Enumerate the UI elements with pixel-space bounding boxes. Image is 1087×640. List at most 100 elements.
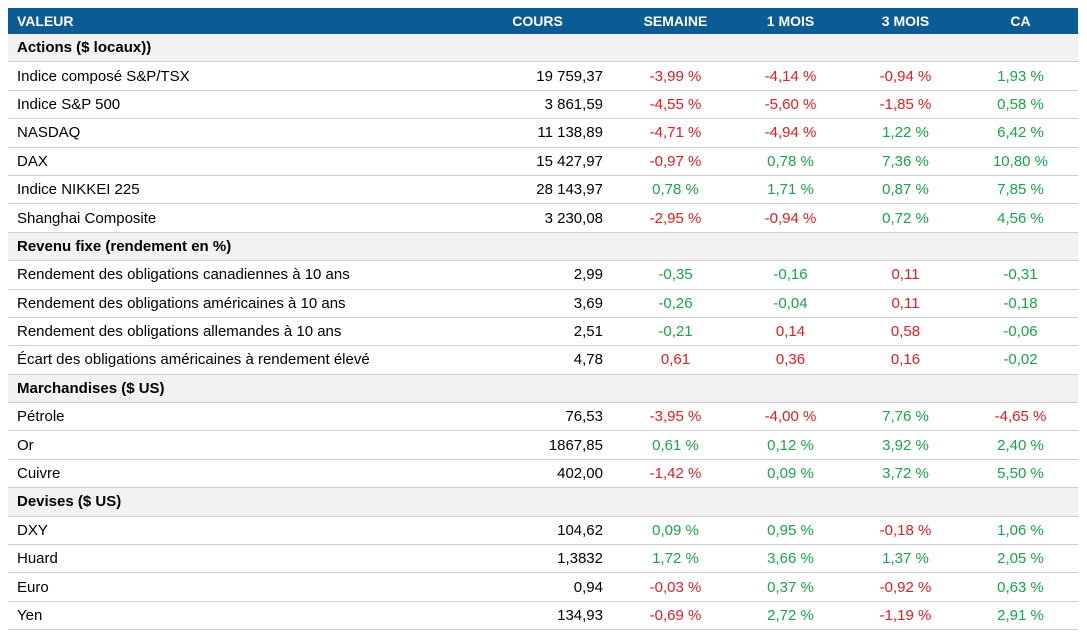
change-cell: 6,42 % bbox=[963, 118, 1078, 148]
price-cell: 2,99 bbox=[500, 260, 618, 290]
market-table: VALEUR COURS SEMAINE 1 MOIS 3 MOIS CA Actions… bbox=[8, 8, 1078, 631]
change-cell: -0,03 % bbox=[618, 572, 733, 602]
data-row: Indice NIKKEI 225 28 143,97 0,78 % 1,71 % 0,… bbox=[8, 175, 1078, 205]
change-cell: 0,63 % bbox=[963, 572, 1078, 602]
change-cell: 2,72 % bbox=[733, 601, 848, 631]
data-row: NASDAQ 11 138,89 -4,71 % -4,94 % 1,22 % 6,42 … bbox=[8, 118, 1078, 148]
row-label: Écart des obligations américaines à rend… bbox=[8, 345, 500, 375]
change-cell: 1,72 % bbox=[618, 544, 733, 574]
price-cell: 15 427,97 bbox=[500, 147, 618, 176]
change-cell: 0,11 bbox=[848, 289, 963, 318]
change-cell: 7,85 % bbox=[963, 175, 1078, 205]
data-row: Rendement des obligations américaines à … bbox=[8, 289, 1078, 318]
change-cell: 1,71 % bbox=[733, 175, 848, 205]
change-cell: -0,69 % bbox=[618, 601, 733, 631]
row-label: Huard bbox=[8, 544, 500, 574]
change-cell: 0,36 bbox=[733, 345, 848, 375]
change-cell: -0,02 bbox=[963, 345, 1078, 375]
row-label: Indice composé S&P/TSX bbox=[8, 61, 500, 91]
data-row: Indice composé S&P/TSX 19 759,37 -3,99 % -4… bbox=[8, 61, 1078, 91]
change-cell: 0,12 % bbox=[733, 430, 848, 460]
change-cell: 1,37 % bbox=[848, 544, 963, 574]
change-cell: 0,14 bbox=[733, 317, 848, 347]
change-cell: 0,61 % bbox=[618, 430, 733, 460]
price-cell: 3 230,08 bbox=[500, 203, 618, 233]
row-label: Shanghai Composite bbox=[8, 203, 500, 233]
change-cell: 0,87 % bbox=[848, 175, 963, 205]
section-row: Actions ($ locaux)) bbox=[8, 34, 1078, 63]
change-cell: -2,95 % bbox=[618, 203, 733, 233]
column-header: 1 MOIS bbox=[733, 8, 848, 34]
change-cell: 0,78 % bbox=[618, 175, 733, 205]
change-cell: 0,09 % bbox=[618, 516, 733, 546]
change-cell: -1,85 % bbox=[848, 90, 963, 120]
data-row: Shanghai Composite 3 230,08 -2,95 % -0,94 %… bbox=[8, 203, 1078, 233]
price-cell: 2,51 bbox=[500, 317, 618, 347]
header-row: VALEUR COURS SEMAINE 1 MOIS 3 MOIS CA bbox=[8, 8, 1078, 34]
change-cell: -0,16 bbox=[733, 260, 848, 290]
price-cell: 11 138,89 bbox=[500, 118, 618, 148]
change-cell: 3,72 % bbox=[848, 459, 963, 489]
change-cell: -0,04 bbox=[733, 289, 848, 318]
column-header: 3 MOIS bbox=[848, 8, 963, 34]
change-cell: 2,05 % bbox=[963, 544, 1078, 574]
column-header: COURS bbox=[500, 8, 618, 34]
change-cell: -4,00 % bbox=[733, 402, 848, 432]
change-cell: -0,06 bbox=[963, 317, 1078, 347]
change-cell: -0,92 % bbox=[848, 572, 963, 602]
change-cell: 10,80 % bbox=[963, 147, 1078, 176]
section-title: Revenu fixe (rendement en %) bbox=[8, 232, 1078, 262]
change-cell: -1,42 % bbox=[618, 459, 733, 489]
data-row: Euro 0,94 -0,03 % 0,37 % -0,92 % 0,63 % bbox=[8, 572, 1078, 602]
row-label: NASDAQ bbox=[8, 118, 500, 148]
change-cell: -3,99 % bbox=[618, 61, 733, 91]
column-header: VALEUR bbox=[8, 8, 500, 34]
change-cell: 0,58 bbox=[848, 317, 963, 347]
change-cell: 0,09 % bbox=[733, 459, 848, 489]
change-cell: 1,93 % bbox=[963, 61, 1078, 91]
change-cell: -5,60 % bbox=[733, 90, 848, 120]
change-cell: 0,37 % bbox=[733, 572, 848, 602]
change-cell: 0,61 bbox=[618, 345, 733, 375]
data-row: Or 1867,85 0,61 % 0,12 % 3,92 % 2,40 % bbox=[8, 430, 1078, 460]
price-cell: 134,93 bbox=[500, 601, 618, 631]
change-cell: 5,50 % bbox=[963, 459, 1078, 489]
price-cell: 402,00 bbox=[500, 459, 618, 489]
change-cell: 7,76 % bbox=[848, 402, 963, 432]
row-label: Cuivre bbox=[8, 459, 500, 489]
row-label: Euro bbox=[8, 572, 500, 602]
data-row: DAX 15 427,97 -0,97 % 0,78 % 7,36 % 10,80 % bbox=[8, 147, 1078, 176]
change-cell: 2,91 % bbox=[963, 601, 1078, 631]
price-cell: 76,53 bbox=[500, 402, 618, 432]
section-title: Actions ($ locaux)) bbox=[8, 34, 1078, 63]
change-cell: 3,92 % bbox=[848, 430, 963, 460]
data-row: Rendement des obligations allemandes à 1… bbox=[8, 317, 1078, 347]
change-cell: -1,19 % bbox=[848, 601, 963, 631]
section-row: Revenu fixe (rendement en %) bbox=[8, 232, 1078, 262]
table-body: Actions ($ locaux)) Indice composé S&P/TS… bbox=[8, 34, 1078, 631]
data-row: Huard 1,3832 1,72 % 3,66 % 1,37 % 2,05 % bbox=[8, 544, 1078, 574]
change-cell: -3,95 % bbox=[618, 402, 733, 432]
row-label: Rendement des obligations allemandes à 1… bbox=[8, 317, 500, 347]
data-row: Cuivre 402,00 -1,42 % 0,09 % 3,72 % 5,50 % bbox=[8, 459, 1078, 489]
change-cell: -4,71 % bbox=[618, 118, 733, 148]
price-cell: 28 143,97 bbox=[500, 175, 618, 205]
section-title: Devises ($ US) bbox=[8, 487, 1078, 517]
change-cell: 0,95 % bbox=[733, 516, 848, 546]
price-cell: 0,94 bbox=[500, 572, 618, 602]
change-cell: -4,14 % bbox=[733, 61, 848, 91]
price-cell: 1867,85 bbox=[500, 430, 618, 460]
change-cell: 0,72 % bbox=[848, 203, 963, 233]
change-cell: -0,94 % bbox=[733, 203, 848, 233]
data-row: Écart des obligations américaines à rend… bbox=[8, 345, 1078, 375]
data-row: Yen 134,93 -0,69 % 2,72 % -1,19 % 2,91 % bbox=[8, 601, 1078, 631]
column-header: SEMAINE bbox=[618, 8, 733, 34]
section-row: Devises ($ US) bbox=[8, 487, 1078, 517]
row-label: Pétrole bbox=[8, 402, 500, 432]
row-label: Rendement des obligations américaines à … bbox=[8, 289, 500, 318]
price-cell: 1,3832 bbox=[500, 544, 618, 574]
change-cell: -4,55 % bbox=[618, 90, 733, 120]
change-cell: 4,56 % bbox=[963, 203, 1078, 233]
row-label: Indice S&P 500 bbox=[8, 90, 500, 120]
